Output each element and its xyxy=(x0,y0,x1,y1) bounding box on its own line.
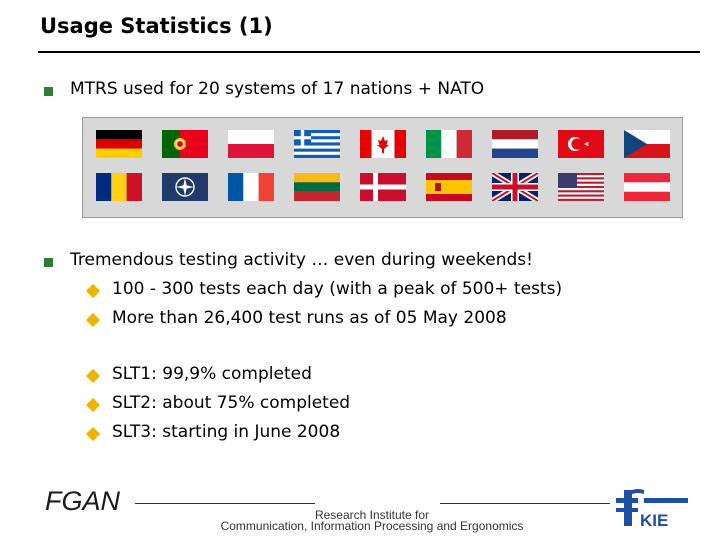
diamond-bullet-icon xyxy=(85,368,101,384)
footer-institute-line2: Communication, Information Processing an… xyxy=(220,519,524,533)
lithuania-flag xyxy=(294,173,340,201)
spain-flag xyxy=(426,173,472,201)
diamond-bullet-icon xyxy=(85,312,101,328)
romania-flag xyxy=(96,173,142,201)
subbullet-text: SLT1: 99,9% completed xyxy=(112,364,312,384)
bullet-square-icon xyxy=(44,87,53,96)
france-flag xyxy=(228,173,274,201)
greece-flag xyxy=(294,130,340,158)
usa-flag xyxy=(558,173,604,201)
bullet-square-icon xyxy=(44,258,53,267)
turkey-flag xyxy=(558,130,604,158)
italy-flag xyxy=(426,130,472,158)
portugal-flag xyxy=(162,130,208,158)
uk-flag xyxy=(492,173,538,201)
bullet-text: Tremendous testing activity … even durin… xyxy=(70,250,533,270)
kie-logo-text: KIE xyxy=(640,511,668,528)
bullet-text: MTRS used for 20 systems of 17 nations +… xyxy=(70,79,485,99)
subbullet-text: SLT3: starting in June 2008 xyxy=(112,422,341,442)
footer-institute-line1: Research Institute for xyxy=(314,508,430,522)
subbullet-text: More than 26,400 test runs as of 05 May … xyxy=(112,308,507,328)
subbullet-text: 100 - 300 tests each day (with a peak of… xyxy=(112,279,563,299)
austria-flag xyxy=(624,173,670,201)
diamond-bullet-icon xyxy=(85,283,101,299)
czech-flag xyxy=(624,130,670,158)
title-divider xyxy=(38,51,700,53)
poland-flag xyxy=(228,130,274,158)
kie-logo: KIE xyxy=(616,489,688,528)
subbullet-text: SLT2: about 75% completed xyxy=(112,393,351,413)
slide-title: Usage Statistics (1) xyxy=(40,14,273,38)
nato-flag xyxy=(162,173,208,201)
fgan-logo-text: FGAN xyxy=(45,486,121,516)
diamond-bullet-icon xyxy=(85,426,101,442)
footer-rule-left xyxy=(135,503,315,504)
denmark-flag xyxy=(360,173,406,201)
canada-flag xyxy=(360,130,406,158)
diamond-bullet-icon xyxy=(85,397,101,413)
germany-flag xyxy=(96,130,142,158)
footer-rule-right xyxy=(440,503,610,504)
netherlands-flag xyxy=(492,130,538,158)
flag-panel xyxy=(82,117,683,218)
